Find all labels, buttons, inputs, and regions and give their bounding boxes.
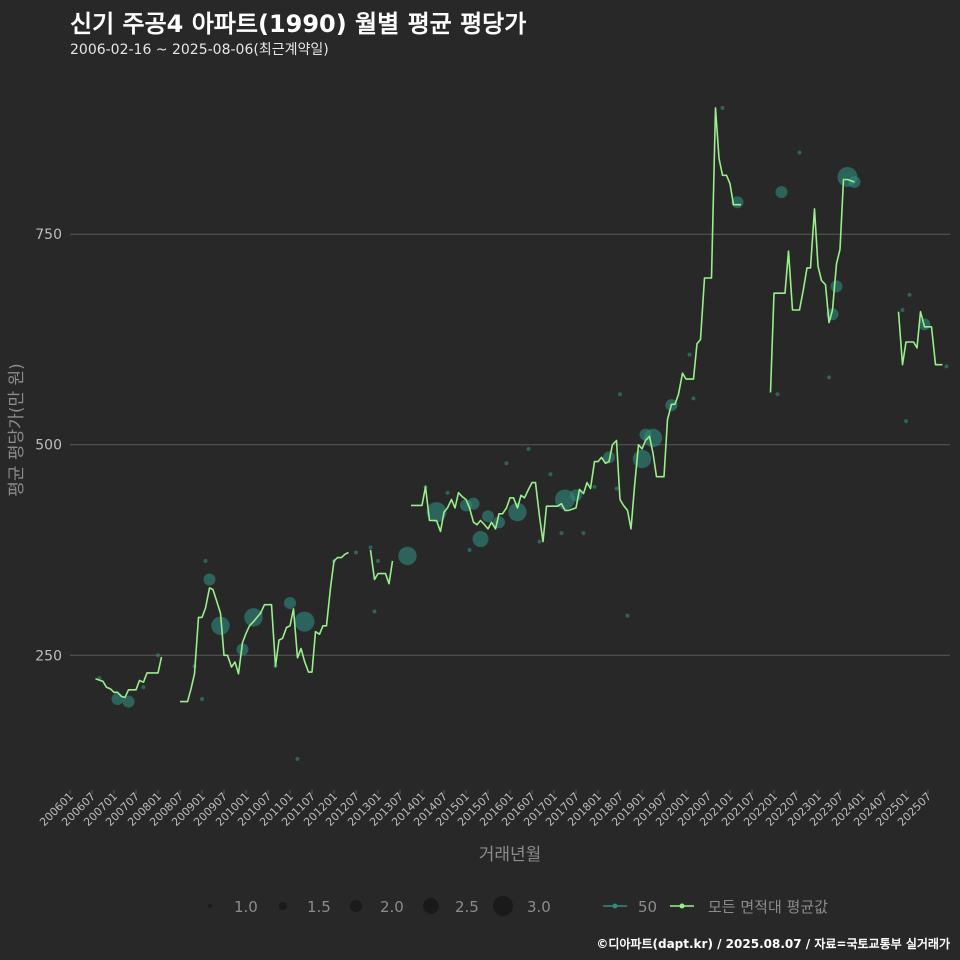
- legend-swatch-point: [612, 903, 618, 909]
- legend-swatch-point: [679, 903, 685, 909]
- points-layer: [97, 105, 949, 761]
- data-point: [537, 539, 542, 544]
- data-point: [467, 548, 472, 552]
- size-legend-label: 2.0: [380, 898, 404, 916]
- data-point: [643, 428, 663, 448]
- series-line-segment: [897, 310, 943, 366]
- size-legend-label: 2.5: [455, 898, 479, 916]
- data-point: [467, 497, 480, 510]
- series-line-segment: [369, 549, 394, 585]
- data-point: [156, 653, 160, 658]
- y-tick-label: 250: [35, 648, 62, 664]
- data-point: [625, 613, 630, 618]
- data-point: [775, 186, 788, 199]
- size-legend-label: 3.0: [527, 898, 551, 916]
- data-point: [603, 451, 615, 464]
- y-axis-title: 평균 평당가(만 원): [7, 363, 27, 497]
- data-point: [203, 558, 208, 563]
- data-point: [284, 597, 296, 610]
- size-legend-label: 1.5: [307, 898, 331, 916]
- data-point: [354, 550, 358, 555]
- y-tick-label: 500: [35, 438, 62, 454]
- data-point: [900, 308, 905, 312]
- data-point: [200, 697, 204, 702]
- data-point: [445, 490, 450, 495]
- chart-title: 신기 주공4 아파트(1990) 월별 평균 평당가: [70, 10, 527, 38]
- series-line-segment: [95, 656, 163, 699]
- x-axis-title: 거래년월: [479, 845, 542, 865]
- data-point: [508, 502, 527, 522]
- data-point: [472, 531, 489, 548]
- data-point: [548, 472, 553, 477]
- data-point: [368, 545, 373, 550]
- data-point: [827, 375, 831, 380]
- data-point: [797, 150, 802, 155]
- data-point: [244, 608, 263, 627]
- data-point: [904, 419, 908, 424]
- series-line-segment: [769, 178, 855, 393]
- chart-subtitle: 2006-02-16 ~ 2025-08-06(최근계약일): [70, 42, 329, 58]
- data-point: [203, 573, 216, 586]
- data-point: [426, 502, 447, 523]
- data-point: [618, 392, 622, 397]
- series-line-segment: [411, 107, 741, 543]
- data-point: [632, 449, 652, 469]
- credit-footer: ©디아파트(dapt.kr) / 2025.08.07 / 자료=국토교통부 실…: [596, 937, 950, 951]
- data-point: [141, 685, 146, 690]
- data-point: [614, 486, 619, 491]
- line-layer: [95, 107, 943, 703]
- data-point: [482, 510, 494, 523]
- data-point: [398, 546, 417, 566]
- size-legend-marker: [208, 904, 212, 908]
- data-point: [294, 611, 315, 632]
- data-point: [775, 392, 780, 397]
- data-point: [944, 364, 949, 369]
- series-legend-label: 50: [638, 898, 657, 916]
- data-point: [720, 105, 725, 110]
- grid-layer: [70, 233, 950, 656]
- data-point: [372, 609, 377, 614]
- data-point: [122, 695, 135, 708]
- y-tick-label: 750: [35, 227, 62, 243]
- data-point: [295, 756, 300, 761]
- data-point: [691, 396, 696, 401]
- size-legend-marker: [493, 896, 513, 916]
- data-point: [907, 292, 912, 297]
- data-point: [830, 280, 843, 293]
- y-axis-ticks: 250 500 750: [35, 227, 62, 664]
- x-axis-ticks: 2006012006072007012007072008012008072009…: [37, 790, 934, 829]
- size-legend-marker: [350, 900, 362, 912]
- data-point: [376, 558, 380, 563]
- data-point: [848, 176, 861, 188]
- series-line-segment: [180, 551, 349, 703]
- data-point: [236, 643, 249, 656]
- data-point: [559, 531, 564, 536]
- series-legend-label: 모든 면적대 평균값: [708, 898, 828, 916]
- data-point: [111, 693, 124, 706]
- data-point: [687, 352, 692, 357]
- data-point: [592, 484, 597, 489]
- data-point: [826, 308, 839, 321]
- data-point: [211, 616, 230, 635]
- data-point: [504, 461, 509, 466]
- size-legend-marker: [423, 898, 439, 914]
- size-legend-label: 1.0: [234, 898, 258, 916]
- data-point: [526, 446, 531, 451]
- size-legend-marker: [279, 902, 287, 910]
- data-point: [581, 531, 586, 536]
- legend: 1.0 1.5 2.0 2.5 3.0 50 모든 면적대 평균값: [208, 896, 828, 916]
